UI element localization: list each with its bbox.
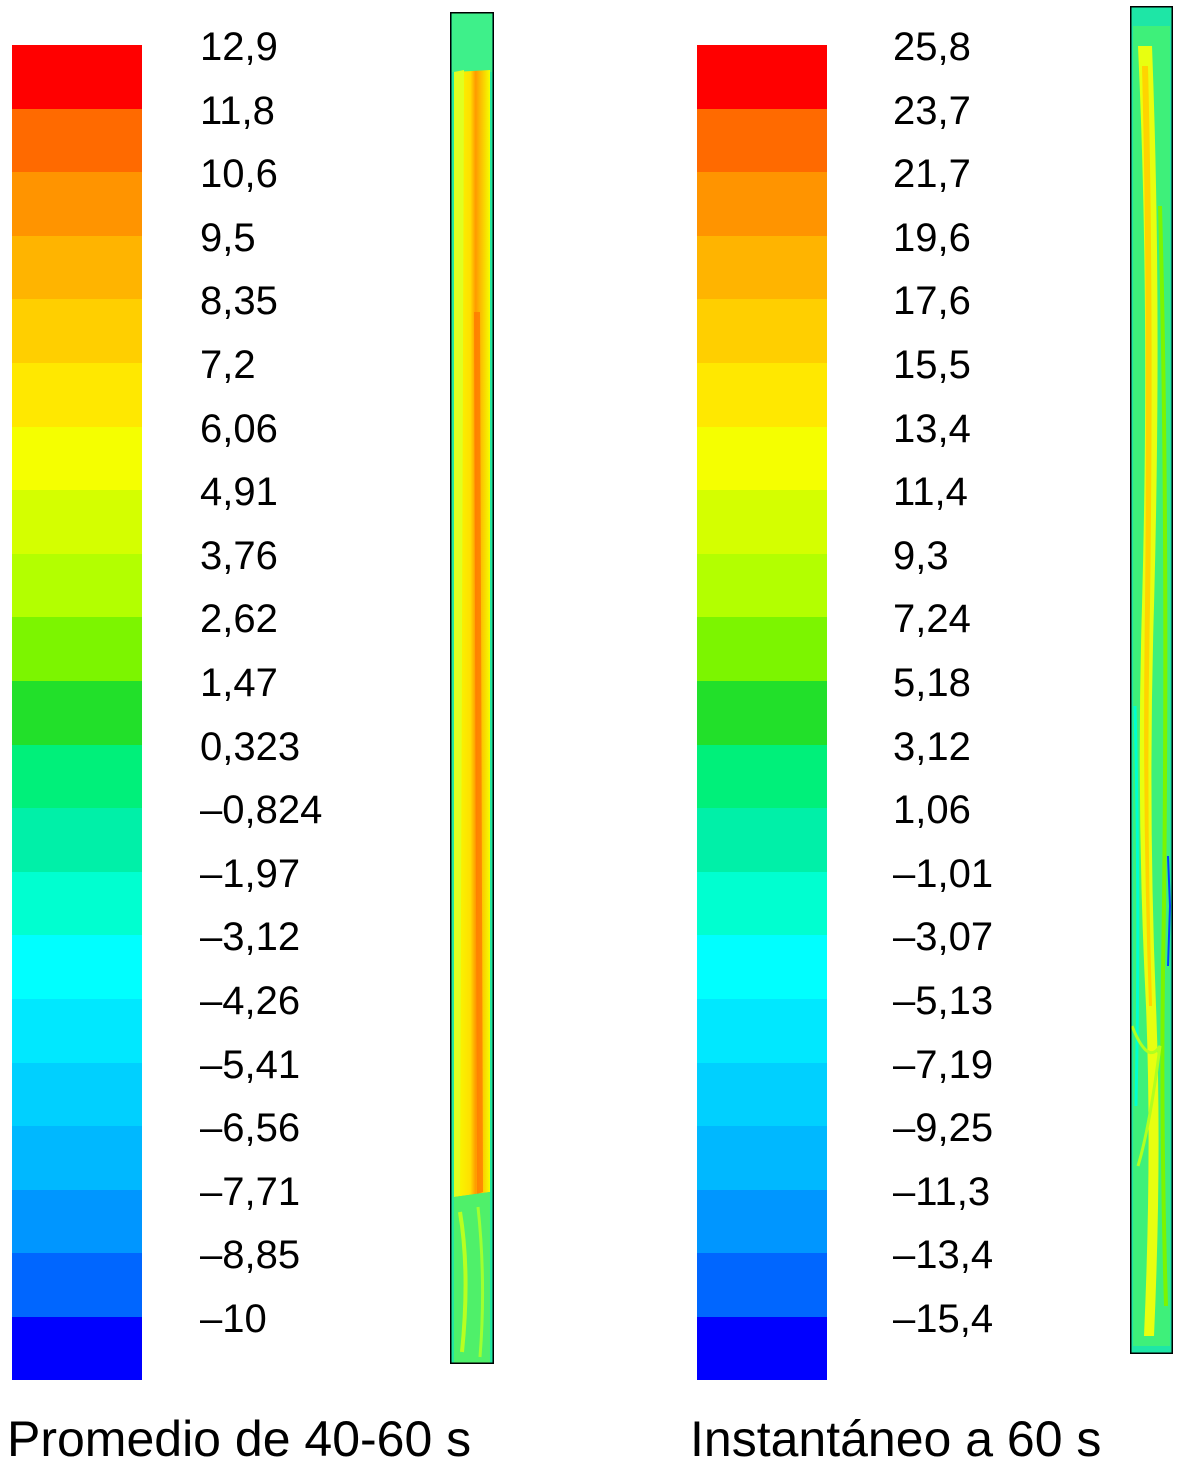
- colorbar-swatch: [12, 935, 142, 999]
- caption: Instantáneo a 60 s: [690, 1411, 1102, 1467]
- colorbar-level-label: 17,6: [893, 279, 971, 324]
- colorbar-swatch: [12, 744, 142, 809]
- colorbar-level-label: –3,07: [893, 915, 994, 960]
- colorbar-level-label: 9,3: [893, 533, 949, 578]
- colorbar-level-label: 23,7: [893, 88, 971, 133]
- colorbar-level-label: 10,6: [200, 152, 278, 197]
- colorbar-level-label: –1,97: [200, 851, 301, 896]
- colorbar-swatch: [697, 299, 827, 363]
- colorbar-level-label: –3,12: [200, 915, 301, 960]
- colorbar-swatch: [12, 1126, 142, 1190]
- panel-instantaneous: 25,8 23,7 21,7 19,6 17,6 15,5 13,4 11,4 9,3 7,24 5…: [690, 0, 1183, 1473]
- colorbar: [697, 45, 827, 1381]
- colorbar-level-label: –15,4: [893, 1296, 994, 1341]
- colorbar-swatch: [697, 1062, 827, 1127]
- colorbar-level-label: 1,06: [893, 788, 971, 833]
- colorbar-swatch: [12, 299, 142, 363]
- colorbar-level-label: 21,7: [893, 152, 971, 197]
- colorbar-swatch: [697, 45, 827, 109]
- colorbar-swatch: [12, 871, 142, 936]
- colorbar-swatch: [12, 553, 142, 618]
- colorbar-level-label: –5,41: [200, 1042, 301, 1087]
- colorbar-level-label: 3,76: [200, 533, 278, 578]
- colorbar-swatch: [12, 490, 142, 554]
- colorbar-swatch: [12, 1316, 142, 1381]
- colorbar-level-label: –9,25: [893, 1106, 994, 1151]
- colorbar-labels: 25,8 23,7 21,7 19,6 17,6 15,5 13,4 11,4 9,3 7,24 5…: [893, 25, 994, 1382]
- colorbar-level-label: 15,5: [893, 342, 971, 387]
- colorbar-swatch: [697, 808, 827, 872]
- colorbar-swatch: [697, 490, 827, 554]
- colorbar-level-label: 6,06: [200, 406, 278, 451]
- colorbar-level-label: 19,6: [893, 215, 971, 260]
- colorbar-swatch: [697, 935, 827, 999]
- colorbar-level-label: 12,9: [200, 25, 278, 69]
- caption: Promedio de 40-60 s: [7, 1411, 472, 1467]
- colorbar-level-label: 11,8: [200, 88, 275, 133]
- colorbar: [12, 45, 142, 1381]
- colorbar-level-label: 5,18: [893, 660, 971, 705]
- colorbar-swatch: [12, 426, 142, 491]
- colorbar-swatch: [697, 871, 827, 936]
- colorbar-swatch: [697, 998, 827, 1063]
- colorbar-level-label: 1,47: [200, 660, 278, 705]
- colorbar-level-label: –5,13: [893, 978, 994, 1023]
- colorbar-level-label: –13,4: [893, 1233, 994, 1278]
- colorbar-swatch: [12, 108, 142, 173]
- contour-plot-average: [450, 12, 494, 1364]
- colorbar-level-label: 9,5: [200, 215, 256, 260]
- colorbar-level-label: 25,8: [893, 25, 971, 69]
- colorbar-level-label: –0,824: [200, 788, 323, 833]
- colorbar-swatch: [697, 1253, 827, 1317]
- colorbar-swatch: [697, 553, 827, 618]
- colorbar-swatch: [697, 108, 827, 173]
- colorbar-swatch: [697, 617, 827, 681]
- colorbar-swatch: [697, 1316, 827, 1381]
- colorbar-swatch: [12, 235, 142, 300]
- colorbar-swatch: [12, 808, 142, 872]
- colorbar-level-label: 13,4: [893, 406, 971, 451]
- colorbar-swatch: [697, 1126, 827, 1190]
- colorbar-swatch: [12, 172, 142, 236]
- colorbar-swatch: [697, 172, 827, 236]
- colorbar-swatch: [12, 617, 142, 681]
- colorbar-level-label: 3,12: [893, 724, 971, 769]
- colorbar-level-label: –7,19: [893, 1042, 994, 1087]
- colorbar-swatch: [12, 998, 142, 1063]
- colorbar-level-label: –8,85: [200, 1233, 301, 1278]
- colorbar-level-label: 2,62: [200, 597, 278, 642]
- colorbar-level-label: –6,56: [200, 1106, 301, 1151]
- colorbar-swatch: [12, 362, 142, 427]
- colorbar-level-label: 11,4: [893, 470, 968, 515]
- colorbar-level-label: 8,35: [200, 279, 278, 324]
- colorbar-swatch: [12, 1062, 142, 1127]
- colorbar-level-label: –4,26: [200, 978, 301, 1023]
- colorbar-swatch: [697, 680, 827, 745]
- colorbar-swatch: [697, 744, 827, 809]
- colorbar-swatch: [697, 426, 827, 491]
- colorbar-swatch: [697, 235, 827, 300]
- contour-plot-instantaneous: [1130, 6, 1173, 1354]
- colorbar-swatch: [697, 362, 827, 427]
- colorbar-swatch: [12, 1189, 142, 1254]
- colorbar-level-label: –10: [200, 1296, 267, 1341]
- colorbar-level-label: –7,71: [200, 1169, 301, 1214]
- colorbar-level-label: 7,24: [893, 597, 971, 642]
- colorbar-level-label: 4,91: [200, 470, 278, 515]
- colorbar-swatch: [697, 1189, 827, 1254]
- colorbar-swatch: [12, 45, 142, 109]
- colorbar-labels: 12,9 11,8 10,6 9,5 8,35 7,2 6,06 4,91 3,76 2,62 1,…: [200, 25, 323, 1382]
- panel-average: 12,9 11,8 10,6 9,5 8,35 7,2 6,06 4,91 3,76 2,62 1,…: [0, 0, 560, 1473]
- colorbar-level-label: –11,3: [893, 1169, 991, 1214]
- colorbar-level-label: –1,01: [893, 851, 994, 896]
- colorbar-swatch: [12, 1253, 142, 1317]
- colorbar-level-label: 7,2: [200, 342, 256, 387]
- colorbar-level-label: 0,323: [200, 724, 301, 769]
- colorbar-swatch: [12, 680, 142, 745]
